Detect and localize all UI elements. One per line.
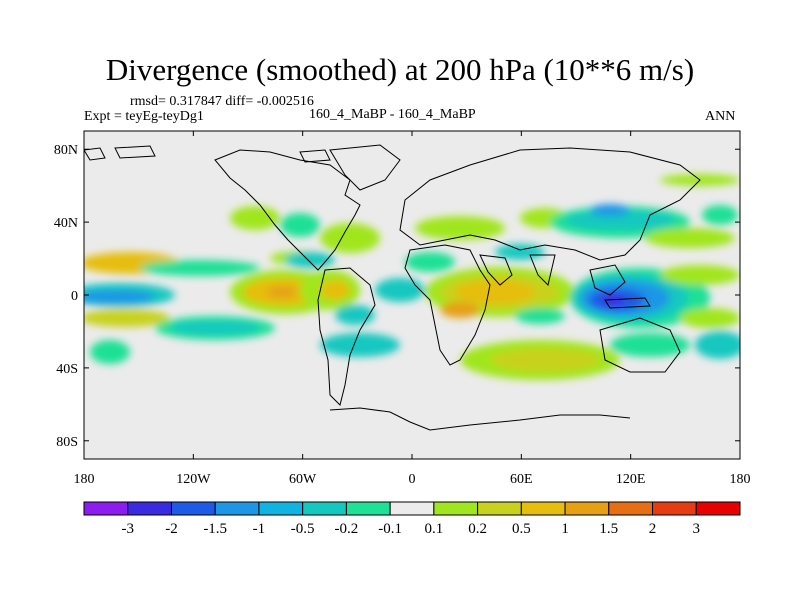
x-tick-label: 60E [510,472,533,487]
colorbar-label: 2 [649,521,657,537]
colorbar-swatch [127,501,172,516]
colorbar-swatch [477,501,522,516]
x-tick-label: 120W [176,472,211,487]
colorbar-swatch [608,501,654,516]
y-tick-label: 80S [56,435,78,450]
colorbar-swatch [520,501,566,516]
colorbar-swatch [345,501,391,516]
x-axis: 180 120W 60W 0 60E 120E 180 [74,131,751,487]
colorbar-swatch [83,501,129,516]
colorbar-label: -0.1 [378,521,402,537]
colorbar-label: 3 [693,521,701,537]
rmsd-diff-label: rmsd= 0.317847 diff= -0.002516 [130,94,314,109]
experiment-label: Expt = teyEg-teyDg1 [84,109,204,124]
colorbar-label: -3 [121,521,134,537]
colorbar-swatch [258,501,304,516]
season-label: ANN [705,109,736,124]
colorbar-label: -0.2 [335,521,359,537]
coastline-layer [84,144,701,431]
colorbar-label: 1.5 [599,521,618,537]
x-tick-label: 0 [409,472,416,487]
y-tick-label: 40N [54,216,78,231]
colorbar-swatch [170,501,216,516]
colorbar-swatch [389,501,435,516]
colorbar: -3 -2 -1.5 -1 -0.5 -0.2 -0.1 0.1 0.2 0.5 1 1.5 2 3 [83,501,741,537]
colorbar-label: 0.1 [424,521,443,537]
y-axis: 80N 40N 0 40S 80S [54,143,740,450]
x-tick-label: 120E [616,472,646,487]
y-tick-label: 0 [71,289,78,304]
y-tick-label: 40S [56,362,78,377]
colorbar-label: 0.5 [512,521,531,537]
colorbar-label: -2 [165,521,178,537]
colorbar-swatch [433,501,479,516]
contour-fill-layer [84,174,740,380]
colorbar-swatch [695,501,741,516]
chart-title: Divergence (smoothed) at 200 hPa (10**6 … [105,52,695,87]
x-tick-label: 60W [289,472,317,487]
colorbar-label: -0.5 [291,521,315,537]
x-tick-label: 180 [730,472,751,487]
colorbar-label: 0.2 [468,521,487,537]
colorbar-swatch [652,501,697,516]
y-tick-label: 80N [54,143,78,158]
x-tick-label: 180 [74,472,95,487]
colorbar-swatch [214,501,260,516]
case-label: 160_4_MaBP - 160_4_MaBP [309,107,476,122]
colorbar-swatch [564,501,610,516]
colorbar-label: 1 [561,521,569,537]
colorbar-label: -1 [253,521,266,537]
colorbar-label: -1.5 [203,521,227,537]
colorbar-swatch [302,501,347,516]
